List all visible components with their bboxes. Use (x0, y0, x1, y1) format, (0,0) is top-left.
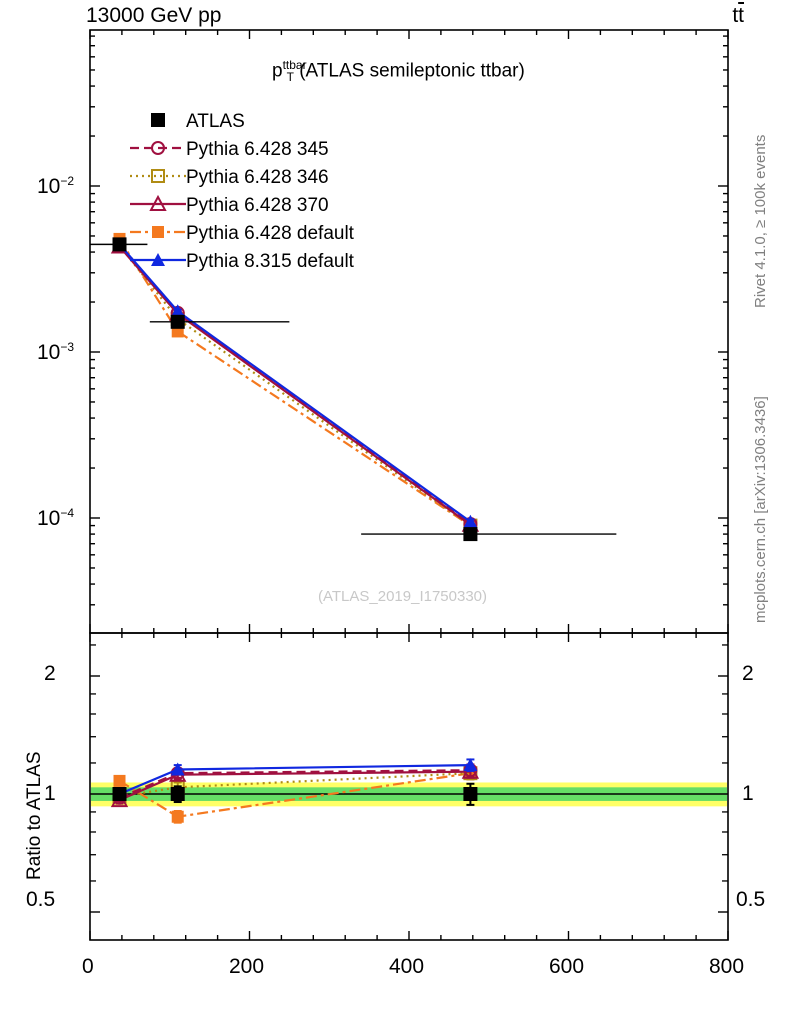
legend-label-py370: Pythia 6.428 370 (186, 195, 329, 216)
legend-label-py346: Pythia 6.428 346 (186, 167, 329, 188)
xtick-400: 400 (389, 955, 425, 978)
xtick-0: 0 (82, 955, 94, 978)
analysis-watermark: (ATLAS_2019_I1750330) (318, 588, 488, 605)
uncertainty-bands (91, 782, 727, 807)
xtick-200: 200 (229, 955, 265, 978)
ytick-1e-2: 10−2 (37, 174, 75, 198)
legend-label-py6def: Pythia 6.428 default (186, 223, 354, 244)
ratio-ytick-05-left: 0.5 (26, 888, 56, 911)
ratio-panel-data (110, 758, 480, 824)
plot-title: pttbarT (ATLAS semileptonic ttbar) (272, 58, 525, 85)
legend-markers (130, 113, 186, 266)
ratio-ytick-1-right: 1 (742, 782, 754, 805)
legend-label-py345: Pythia 6.428 345 (186, 139, 329, 160)
ratio-ytick-2-right: 2 (742, 662, 754, 685)
ytick-1e-4: 10−4 (37, 506, 75, 530)
ytick-1e-3: 10−3 (37, 340, 75, 364)
legend-label-atlas: ATLAS (186, 111, 245, 132)
axes-frames (89, 29, 729, 941)
legend-label-py8def: Pythia 8.315 default (186, 251, 354, 272)
beam-label: 13000 GeV pp (86, 4, 222, 27)
xtick-800: 800 (709, 955, 745, 978)
process-label: tt (732, 4, 744, 27)
main-panel-data (90, 232, 617, 542)
ratio-ytick-05-right: 0.5 (736, 888, 766, 911)
ratio-ytick-1-left: 1 (44, 782, 56, 805)
xtick-600: 600 (549, 955, 585, 978)
ratio-ytick-2-left: 2 (44, 662, 56, 685)
